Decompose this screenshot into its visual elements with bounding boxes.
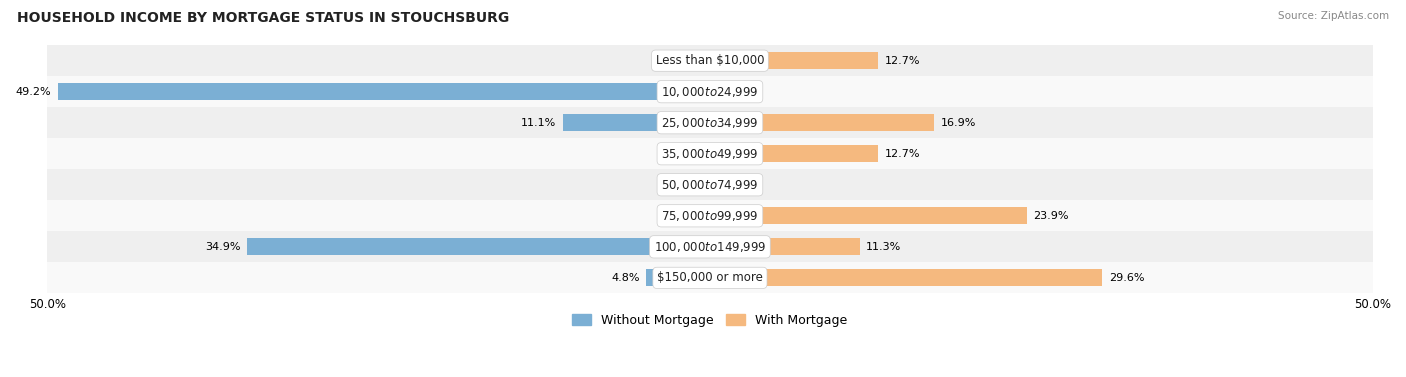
- Bar: [710, 238, 859, 255]
- Text: 0.0%: 0.0%: [675, 211, 703, 221]
- Text: Less than $10,000: Less than $10,000: [655, 54, 765, 67]
- Text: 34.9%: 34.9%: [205, 242, 240, 252]
- Bar: [48, 169, 1372, 200]
- Bar: [710, 269, 1102, 287]
- Bar: [48, 200, 1372, 231]
- Text: $100,000 to $149,999: $100,000 to $149,999: [654, 240, 766, 254]
- Text: $150,000 or more: $150,000 or more: [657, 271, 763, 284]
- Bar: [48, 45, 1372, 76]
- Bar: [48, 262, 1372, 293]
- Text: $10,000 to $24,999: $10,000 to $24,999: [661, 85, 759, 99]
- Bar: [247, 238, 710, 255]
- Text: 0.0%: 0.0%: [675, 180, 703, 190]
- Text: $75,000 to $99,999: $75,000 to $99,999: [661, 209, 759, 223]
- Bar: [710, 207, 1026, 224]
- Bar: [710, 52, 879, 69]
- Bar: [710, 114, 934, 131]
- Text: 0.0%: 0.0%: [717, 87, 745, 97]
- Text: 11.1%: 11.1%: [522, 118, 557, 128]
- Text: Source: ZipAtlas.com: Source: ZipAtlas.com: [1278, 11, 1389, 21]
- Bar: [647, 269, 710, 287]
- Text: 1.4%: 1.4%: [735, 180, 763, 190]
- Text: 16.9%: 16.9%: [941, 118, 976, 128]
- Text: 0.0%: 0.0%: [675, 149, 703, 159]
- Text: 29.6%: 29.6%: [1109, 273, 1144, 283]
- Bar: [48, 138, 1372, 169]
- Legend: Without Mortgage, With Mortgage: Without Mortgage, With Mortgage: [568, 309, 852, 332]
- Text: 23.9%: 23.9%: [1033, 211, 1069, 221]
- Text: 0.0%: 0.0%: [675, 56, 703, 66]
- Bar: [562, 114, 710, 131]
- Text: HOUSEHOLD INCOME BY MORTGAGE STATUS IN STOUCHSBURG: HOUSEHOLD INCOME BY MORTGAGE STATUS IN S…: [17, 11, 509, 25]
- Text: 12.7%: 12.7%: [884, 56, 921, 66]
- Bar: [710, 145, 879, 162]
- Text: $50,000 to $74,999: $50,000 to $74,999: [661, 178, 759, 192]
- Text: 12.7%: 12.7%: [884, 149, 921, 159]
- Bar: [48, 231, 1372, 262]
- Text: 4.8%: 4.8%: [612, 273, 640, 283]
- Text: 49.2%: 49.2%: [15, 87, 52, 97]
- Bar: [710, 176, 728, 193]
- Bar: [58, 83, 710, 100]
- Text: 11.3%: 11.3%: [866, 242, 901, 252]
- Bar: [48, 107, 1372, 138]
- Text: $25,000 to $34,999: $25,000 to $34,999: [661, 116, 759, 130]
- Text: $35,000 to $49,999: $35,000 to $49,999: [661, 147, 759, 161]
- Bar: [48, 76, 1372, 107]
